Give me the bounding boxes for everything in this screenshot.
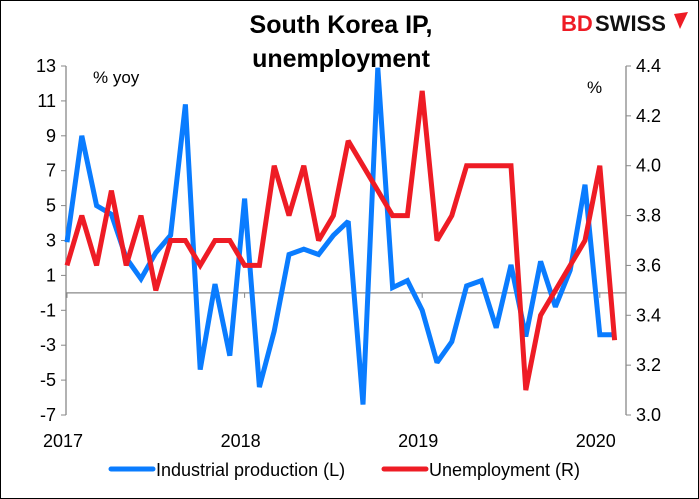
series-line [64, 90, 618, 391]
chart-title-line1: South Korea IP, [250, 11, 433, 39]
x-tick-label: 2017 [43, 431, 83, 451]
left-tick-label: 5 [46, 196, 56, 216]
right-tick-label: 4.2 [636, 106, 661, 126]
legend-label-unemployment: Unemployment (R) [429, 460, 580, 480]
bdswiss-logo: BD SWISS [561, 11, 688, 36]
x-tick-label: 2019 [398, 431, 438, 451]
left-tick-label: 13 [36, 56, 56, 76]
logo-text-black: SWISS [595, 11, 666, 36]
series-unemployment [64, 90, 618, 391]
right-tick-label: 4.0 [636, 156, 661, 176]
right-tick-label: 3.8 [636, 206, 661, 226]
legend-label-ip: Industrial production (L) [156, 460, 345, 480]
left-tick-label: -3 [40, 335, 56, 355]
right-tick-label: 3.2 [636, 355, 661, 375]
left-tick-label: 1 [46, 265, 56, 285]
left-tick-label: 9 [46, 126, 56, 146]
left-tick-label: -5 [40, 370, 56, 390]
right-axis-label: % [587, 78, 602, 97]
right-tick-label: 3.4 [636, 305, 661, 325]
logo-text-red: BD [561, 11, 593, 36]
right-tick-label: 3.6 [636, 255, 661, 275]
left-tick-label: -7 [40, 405, 56, 425]
left-tick-label: 7 [46, 161, 56, 181]
right-tick-label: 3.0 [636, 405, 661, 425]
right-tick-label: 4.4 [636, 56, 661, 76]
chart-title-line2: unemployment [252, 45, 430, 73]
left-tick-label: -1 [40, 300, 56, 320]
x-tick-label: 2018 [221, 431, 261, 451]
logo-arrow-icon [674, 12, 688, 29]
left-axis-label: % yoy [93, 68, 140, 87]
x-tick-label: 2020 [576, 431, 616, 451]
left-tick-label: 3 [46, 231, 56, 251]
legend: Industrial production (L) Unemployment (… [108, 460, 580, 480]
left-tick-label: 11 [37, 91, 56, 111]
